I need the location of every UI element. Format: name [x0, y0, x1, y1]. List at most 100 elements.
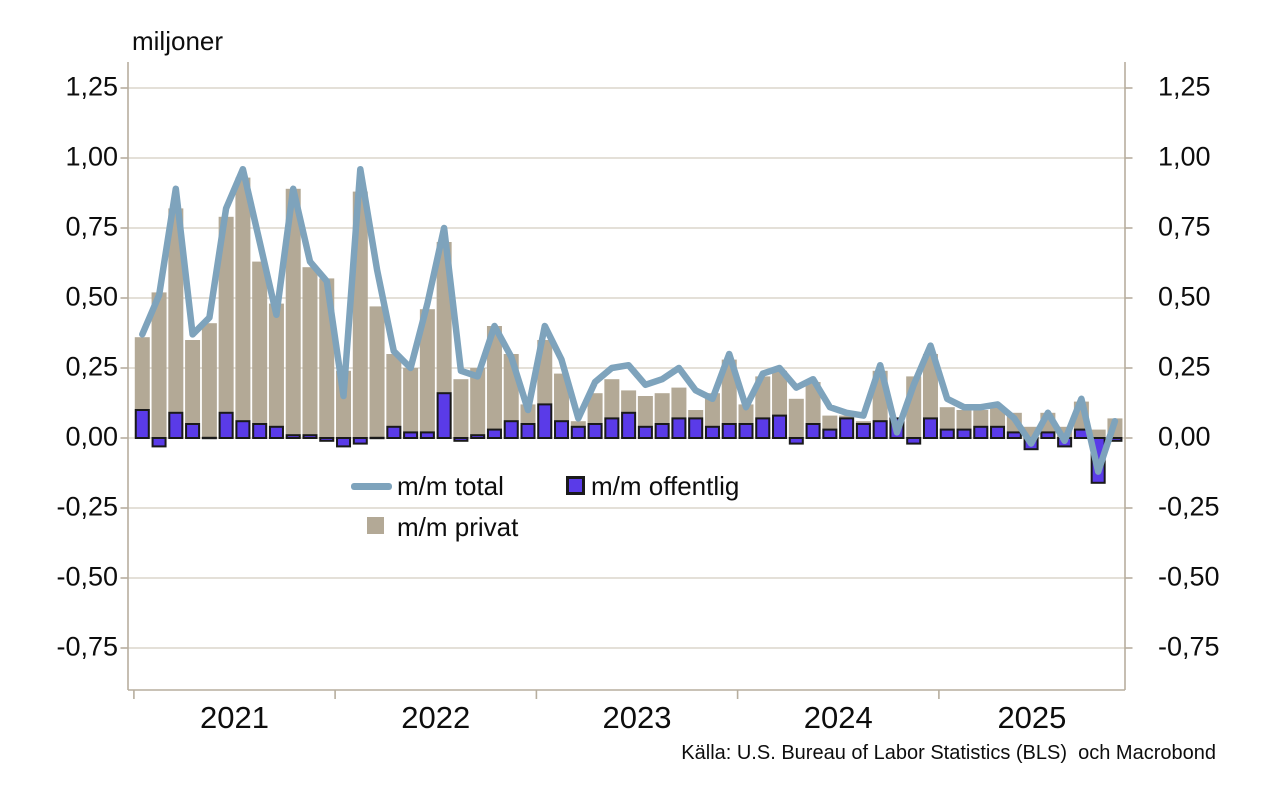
line-total	[139, 165, 1119, 475]
bar-offentlig	[671, 417, 687, 439]
bar-offentlig	[587, 423, 603, 439]
bar-offentlig	[268, 425, 284, 439]
bar-offentlig	[235, 420, 251, 440]
bar-offentlig	[168, 411, 184, 439]
bar-privat	[721, 359, 737, 438]
bar-offentlig	[319, 437, 335, 442]
bar-offentlig	[688, 417, 704, 439]
bar-offentlig	[621, 411, 637, 439]
legend-line-swatch-total	[351, 483, 392, 490]
bar-offentlig	[939, 428, 955, 440]
bar-offentlig	[755, 417, 771, 439]
bar-privat	[235, 177, 251, 438]
bar-privat	[268, 303, 284, 438]
bar-offentlig	[772, 414, 788, 440]
bar-offentlig	[973, 425, 989, 439]
bar-privat	[486, 326, 502, 438]
bar-offentlig	[637, 425, 653, 439]
bar-privat	[453, 379, 469, 438]
y-axis-tick-label-right: -0,75	[1158, 631, 1220, 662]
bar-offentlig	[134, 409, 150, 439]
bar-offentlig	[554, 420, 570, 440]
bar-privat	[419, 309, 435, 438]
legend-label-offentlig: m/m offentlig	[591, 471, 740, 501]
bar-offentlig	[738, 423, 754, 439]
bar-privat	[788, 398, 804, 438]
bar-offentlig	[453, 437, 469, 442]
bar-offentlig	[872, 420, 888, 440]
bar-privat	[302, 267, 318, 438]
x-axis-year-label: 2022	[401, 700, 471, 735]
bar-privat	[151, 292, 167, 438]
source-attribution: Källa: U.S. Bureau of Labor Statistics (…	[681, 742, 1216, 764]
y-axis-tick-label-right: 0,75	[1158, 211, 1211, 242]
bar-offentlig	[1006, 431, 1022, 439]
y-axis-tick-label-right: -0,25	[1158, 491, 1220, 522]
y-axis-tick-label-right: 1,00	[1158, 141, 1211, 172]
bar-offentlig	[922, 417, 938, 439]
y-axis-tick-label-left: -0,50	[56, 561, 118, 592]
legend-square-swatch-privat	[367, 517, 384, 534]
bar-offentlig	[990, 425, 1006, 439]
bar-offentlig	[503, 420, 519, 440]
bar-offentlig	[855, 423, 871, 439]
y-axis-tick-label-right: 0,00	[1158, 421, 1211, 452]
bar-offentlig	[419, 431, 435, 439]
bars-privat	[134, 177, 1123, 438]
bar-offentlig	[956, 428, 972, 440]
bar-offentlig	[1040, 431, 1056, 439]
bar-offentlig	[788, 437, 804, 445]
bar-privat	[470, 368, 486, 438]
bar-offentlig	[805, 423, 821, 439]
bar-offentlig	[285, 434, 301, 440]
bar-offentlig	[386, 425, 402, 439]
bar-offentlig	[201, 436, 217, 440]
x-axis-year-label: 2021	[200, 700, 269, 735]
bar-offentlig	[185, 423, 201, 439]
bar-offentlig	[486, 428, 502, 440]
x-axis-year-label: 2023	[602, 700, 672, 735]
bar-offentlig	[721, 423, 737, 439]
bar-privat	[252, 261, 268, 438]
y-axis-tick-label-right: -0,50	[1158, 561, 1220, 592]
bar-privat	[168, 208, 184, 438]
bar-offentlig	[369, 436, 385, 440]
y-axis-tick-label-left: 0,25	[65, 351, 118, 382]
bar-offentlig	[302, 434, 318, 440]
x-axis-year-label: 2024	[803, 700, 873, 735]
y-axis-tick-label-left: 0,75	[65, 211, 118, 242]
bar-offentlig	[604, 417, 620, 439]
chart-title: miljoner	[132, 26, 224, 56]
y-axis-tick-label-left: 1,00	[65, 141, 118, 172]
bar-offentlig	[839, 417, 855, 439]
y-axis-tick-label-left: 1,25	[65, 71, 118, 102]
bar-offentlig	[654, 423, 670, 439]
bar-offentlig	[570, 425, 586, 439]
bar-privat	[218, 216, 234, 438]
bar-offentlig	[352, 437, 368, 445]
y-axis-tick-label-left: -0,75	[56, 631, 118, 662]
axes	[120, 62, 1133, 699]
x-axis-year-label: 2025	[997, 700, 1067, 735]
y-axis-tick-label-left: 0,00	[65, 421, 118, 452]
y-axis-tick-label-right: 1,25	[1158, 71, 1211, 102]
bar-privat	[185, 340, 201, 438]
y-axis-tick-label-left: -0,25	[56, 491, 118, 522]
bar-offentlig	[336, 437, 352, 448]
legend-label-privat: m/m privat	[397, 512, 519, 542]
bar-offentlig	[252, 423, 268, 439]
bar-privat	[369, 306, 385, 438]
bar-offentlig	[704, 425, 720, 439]
bar-privat	[922, 354, 938, 438]
bar-offentlig	[537, 403, 553, 439]
legend-square-swatch-offentlig	[566, 476, 585, 495]
bar-privat	[436, 242, 452, 438]
bar-privat	[386, 354, 402, 438]
bar-privat	[285, 188, 301, 438]
y-axis-tick-label-right: 0,25	[1158, 351, 1211, 382]
bar-offentlig	[151, 437, 167, 448]
bar-offentlig	[436, 392, 452, 440]
bar-offentlig	[218, 411, 234, 439]
